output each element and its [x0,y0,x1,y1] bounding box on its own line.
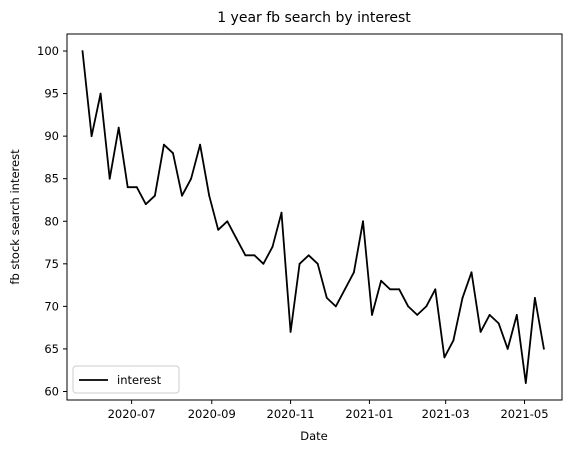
y-tick-label: 65 [44,342,59,356]
series-layer [81,50,545,384]
data-point [316,262,319,265]
data-point [199,143,202,146]
y-tick-label: 95 [44,87,59,101]
data-point [208,194,211,197]
data-point [524,382,527,384]
y-tick-label: 60 [44,384,59,398]
data-point [172,152,174,155]
y-tick-label: 90 [44,129,59,143]
y-tick-label: 75 [44,257,59,271]
data-point [344,288,346,291]
y-axis-ticks: 60 65 70 75 80 85 90 95 100 [37,44,67,398]
data-point [163,143,165,146]
data-point [235,237,238,240]
data-point [497,322,500,325]
data-point [334,305,337,308]
y-tick-label: 80 [44,214,59,228]
x-axis-ticks: 2020-07 2020-09 2020-11 2021-01 2021-03 2021-… [108,400,549,421]
data-point [244,254,247,257]
x-tick-label: 2020-07 [108,407,156,421]
data-point [144,203,147,206]
x-tick-label: 2021-01 [345,407,393,421]
data-point [371,314,373,316]
x-tick-label: 2021-03 [422,407,470,421]
plot-frame [66,33,563,401]
data-point [217,228,220,231]
data-point [534,297,536,299]
data-point [380,279,382,282]
data-point [298,262,301,265]
data-point [190,177,193,180]
data-point [262,262,265,265]
y-tick-label: 70 [44,299,59,313]
data-point [407,305,410,308]
data-point [389,288,391,291]
data-point [425,305,428,308]
y-tick-label: 85 [44,172,59,186]
data-point [90,135,93,138]
x-axis-label: Date [300,429,328,443]
data-point [154,194,156,197]
x-tick-label: 2021-05 [500,407,548,421]
data-point [181,194,183,197]
data-point [416,314,419,316]
data-point [289,331,292,333]
data-point [280,211,283,214]
data-point [515,314,518,316]
legend-box [72,365,180,394]
data-point [325,297,328,299]
legend-label-interest: interest [117,373,162,387]
data-point [126,186,129,189]
data-point [443,356,446,359]
y-tick-label: 100 [37,44,59,58]
data-point [307,254,310,257]
data-point [362,220,364,223]
data-point [271,245,274,248]
data-point [398,288,401,291]
data-point [99,92,102,95]
data-point [543,348,545,350]
data-point [488,314,491,316]
data-point [434,288,437,291]
data-point [479,331,482,333]
legend: interest [72,365,180,394]
data-point [226,220,229,223]
data-point [81,50,84,52]
series-line-interest [81,50,545,384]
data-point [452,339,455,342]
x-tick-label: 2020-09 [188,407,236,421]
y-axis-label: fb stock search interest [8,149,22,285]
data-point [470,271,473,274]
data-point [506,348,509,350]
data-point [253,254,256,257]
x-tick-label: 2020-11 [267,407,315,421]
data-point [117,126,120,129]
data-point [353,271,355,274]
chart-title: 1 year fb search by interest [217,10,411,26]
data-point [108,177,111,180]
data-point [135,186,138,189]
data-point [461,297,464,299]
